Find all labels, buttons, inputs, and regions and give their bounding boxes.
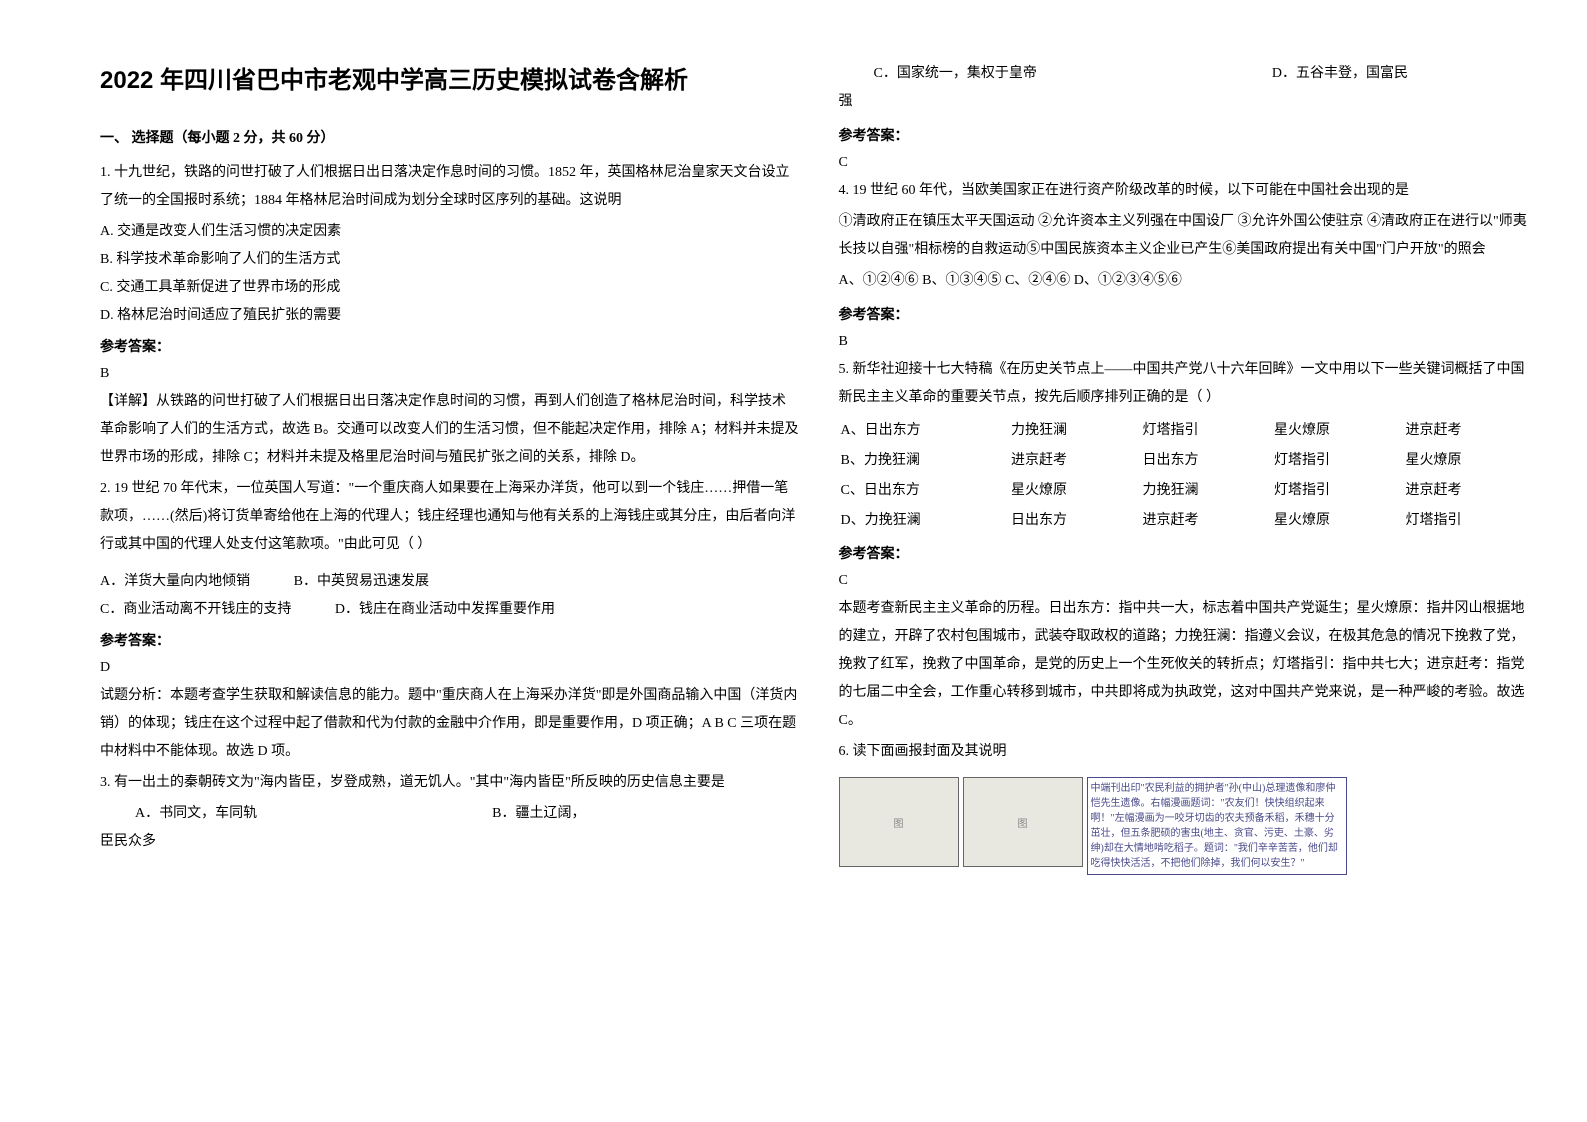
q2-options-row2: C．商业活动离不开钱庄的支持 D．钱庄在商业活动中发挥重要作用	[100, 596, 799, 624]
q2-stem: 2. 19 世纪 70 年代末，一位英国人写道："一个重庆商人如果要在上海采办洋…	[100, 475, 799, 559]
q1-option-b: B. 科学技术革命影响了人们的生活方式	[100, 246, 799, 274]
q1-stem: 1. 十九世纪，铁路的问世打破了人们根据日出日落决定作息时间的习惯。1852 年…	[100, 159, 799, 215]
q5-c-2: 力挽狂澜	[1143, 477, 1272, 505]
q3-option-d-part1: D．五谷丰登，国富民	[1237, 60, 1408, 88]
q5-explain: 本题考查新民主主义革命的历程。日出东方：指中共一大，标志着中国共产党诞生；星火燎…	[839, 595, 1538, 735]
q1-option-a: A. 交通是改变人们生活习惯的决定因素	[100, 218, 799, 246]
q3-answer: C	[839, 155, 1538, 171]
section-1-header: 一、 选择题（每小题 2 分，共 60 分）	[100, 127, 799, 147]
q2-option-c: C．商业活动离不开钱庄的支持	[100, 596, 291, 624]
q5-a-3: 星火燎原	[1274, 417, 1403, 445]
q4-items: ①清政府正在镇压太平天国运动 ②允许资本主义列强在中国设厂 ③允许外国公使驻京 …	[839, 208, 1538, 264]
q2-option-a: A．洋货大量向内地倾销	[100, 568, 250, 596]
q5-d-2: 进京赶考	[1143, 507, 1272, 535]
q5-b-0: B、力挽狂澜	[841, 447, 1010, 475]
right-column: C．国家统一，集权于皇帝 D．五谷丰登，国富民 强 参考答案： C 4. 19 …	[839, 60, 1538, 1082]
q3-stem: 3. 有一出土的秦朝砖文为"海内皆臣，岁登成熟，道无饥人。"其中"海内皆臣"所反…	[100, 769, 799, 797]
q5-c-0: C、日出东方	[841, 477, 1010, 505]
q5-answer-label: 参考答案：	[839, 543, 1538, 563]
q5-b-4: 星火燎原	[1405, 447, 1535, 475]
q2-explain: 试题分析：本题考查学生获取和解读信息的能力。题中"重庆商人在上海采办洋货"即是外…	[100, 682, 799, 766]
q3-options-row1: A．书同文，车同轨 B．疆土辽阔，	[100, 800, 799, 828]
q4-answer: B	[839, 334, 1538, 350]
page-container: 2022 年四川省巴中市老观中学高三历史模拟试卷含解析 一、 选择题（每小题 2…	[100, 60, 1537, 1082]
q5-row-a: A、日出东方 力挽狂澜 灯塔指引 星火燎原 进京赶考	[841, 417, 1536, 445]
q2-answer: D	[100, 660, 799, 676]
q5-a-2: 灯塔指引	[1143, 417, 1272, 445]
q5-row-d: D、力挽狂澜 日出东方 进京赶考 星火燎原 灯塔指引	[841, 507, 1536, 535]
q3-option-b-part2: 臣民众多	[100, 828, 799, 856]
q1-explain: 【详解】从铁路的问世打破了人们根据日出日落决定作息时间的习惯，再到人们创造了格林…	[100, 388, 799, 472]
q5-row-b: B、力挽狂澜 进京赶考 日出东方 灯塔指引 星火燎原	[841, 447, 1536, 475]
q3-option-d-part2: 强	[839, 88, 1538, 116]
q3-option-c: C．国家统一，集权于皇帝	[839, 60, 1037, 88]
q5-a-1: 力挽狂澜	[1011, 417, 1140, 445]
q5-options-table: A、日出东方 力挽狂澜 灯塔指引 星火燎原 进京赶考 B、力挽狂澜 进京赶考 日…	[839, 415, 1538, 537]
q2-options-row1: A．洋货大量向内地倾销 B．中英贸易迅速发展	[100, 568, 799, 596]
q1-option-d: D. 格林尼治时间适应了殖民扩张的需要	[100, 302, 799, 330]
q5-b-2: 日出东方	[1143, 447, 1272, 475]
q5-d-1: 日出东方	[1011, 507, 1140, 535]
left-column: 2022 年四川省巴中市老观中学高三历史模拟试卷含解析 一、 选择题（每小题 2…	[100, 60, 799, 1082]
q5-d-0: D、力挽狂澜	[841, 507, 1010, 535]
q1-answer-label: 参考答案：	[100, 336, 799, 356]
q4-answer-label: 参考答案：	[839, 304, 1538, 324]
q6-image-left: 图	[839, 777, 959, 867]
q5-answer: C	[839, 573, 1538, 589]
q2-answer-label: 参考答案：	[100, 630, 799, 650]
q2-option-b: B．中英贸易迅速发展	[294, 568, 429, 596]
q5-stem: 5. 新华社迎接十七大特稿《在历史关节点上——中国共产党八十六年回眸》一文中用以…	[839, 356, 1538, 412]
q5-row-c: C、日出东方 星火燎原 力挽狂澜 灯塔指引 进京赶考	[841, 477, 1536, 505]
q5-c-3: 灯塔指引	[1274, 477, 1403, 505]
q2-option-d: D．钱庄在商业活动中发挥重要作用	[335, 596, 555, 624]
q5-c-4: 进京赶考	[1405, 477, 1535, 505]
q5-c-1: 星火燎原	[1011, 477, 1140, 505]
q1-answer: B	[100, 366, 799, 382]
q5-d-3: 星火燎原	[1274, 507, 1403, 535]
q1-option-c: C. 交通工具革新促进了世界市场的形成	[100, 274, 799, 302]
q6-image-right: 图	[963, 777, 1083, 867]
q3-options-row2: C．国家统一，集权于皇帝 D．五谷丰登，国富民	[839, 60, 1538, 88]
q5-d-4: 灯塔指引	[1405, 507, 1535, 535]
q3-answer-label: 参考答案：	[839, 125, 1538, 145]
q6-image-block: 图 图 中端刊出印"农民利益的拥护者"孙(中山)总理遗像和廖仲恺先生遗像。右幅漫…	[839, 777, 1538, 875]
q5-b-1: 进京赶考	[1011, 447, 1140, 475]
exam-title: 2022 年四川省巴中市老观中学高三历史模拟试卷含解析	[100, 60, 799, 95]
q5-b-3: 灯塔指引	[1274, 447, 1403, 475]
q6-image-caption: 中端刊出印"农民利益的拥护者"孙(中山)总理遗像和廖仲恺先生遗像。右幅漫画题词：…	[1087, 777, 1347, 875]
q3-option-a: A．书同文，车同轨	[100, 800, 257, 828]
q5-a-4: 进京赶考	[1405, 417, 1535, 445]
q3-option-b-part1: B．疆土辽阔，	[457, 800, 585, 828]
q4-options: A、①②④⑥ B、①③④⑤ C、②④⑥ D、①②③④⑤⑥	[839, 267, 1538, 295]
q5-a-0: A、日出东方	[841, 417, 1010, 445]
q4-stem: 4. 19 世纪 60 年代，当欧美国家正在进行资产阶级改革的时候，以下可能在中…	[839, 177, 1538, 205]
q6-stem: 6. 读下面画报封面及其说明	[839, 738, 1538, 766]
